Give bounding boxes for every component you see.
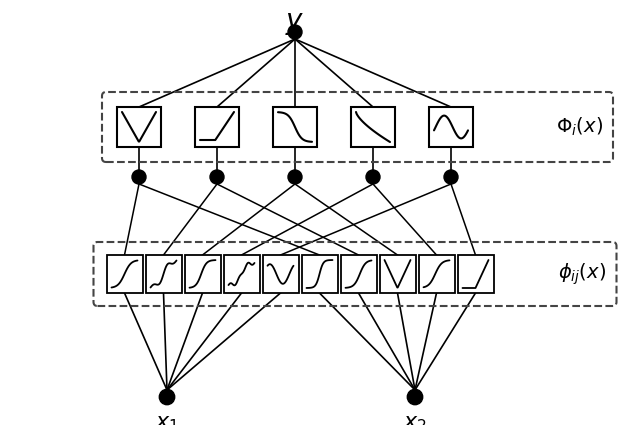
Circle shape: [288, 170, 302, 184]
Circle shape: [407, 389, 422, 405]
Bar: [351, 107, 395, 147]
Circle shape: [366, 170, 380, 184]
Bar: [458, 255, 493, 293]
Bar: [184, 255, 221, 293]
Bar: [429, 107, 473, 147]
Circle shape: [132, 170, 146, 184]
Text: $x_1$: $x_1$: [155, 412, 179, 425]
Bar: [273, 107, 317, 147]
Bar: [301, 255, 337, 293]
Bar: [145, 255, 182, 293]
Text: $\Phi_i(x)$: $\Phi_i(x)$: [556, 116, 603, 138]
Text: $x_2$: $x_2$: [403, 412, 427, 425]
Circle shape: [288, 25, 302, 39]
Bar: [262, 255, 298, 293]
Bar: [195, 107, 239, 147]
Bar: [419, 255, 454, 293]
Bar: [117, 107, 161, 147]
Bar: [340, 255, 376, 293]
Circle shape: [444, 170, 458, 184]
Bar: [380, 255, 415, 293]
Circle shape: [159, 389, 175, 405]
Text: $y$: $y$: [285, 10, 305, 37]
Bar: [106, 255, 143, 293]
Circle shape: [210, 170, 224, 184]
Text: $\phi_{ij}(x)$: $\phi_{ij}(x)$: [558, 261, 607, 287]
Bar: [223, 255, 259, 293]
